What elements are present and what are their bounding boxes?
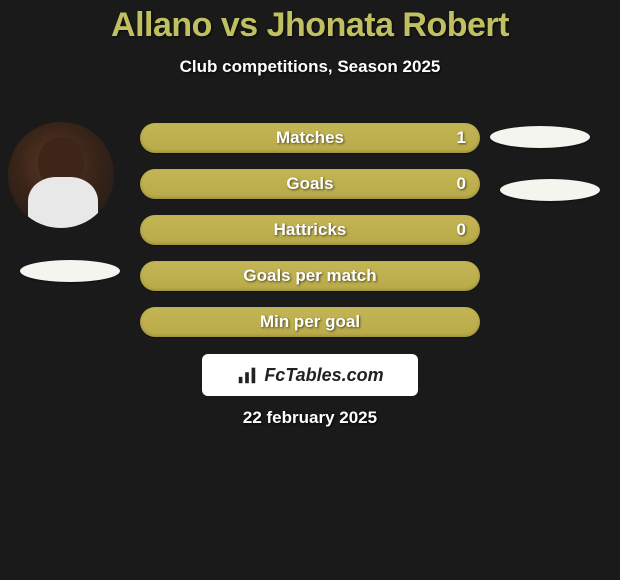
stat-row-goals: Goals 0 [140,169,480,199]
stat-value: 0 [457,220,466,240]
player-right-name-pill-1 [490,126,590,148]
stats-panel: Matches 1 Goals 0 Hattricks 0 Goals per … [140,123,480,353]
bar-chart-icon [236,364,258,386]
stat-value: 1 [457,128,466,148]
stat-label: Hattricks [274,220,347,240]
stat-row-matches: Matches 1 [140,123,480,153]
stat-label: Min per goal [260,312,360,332]
stat-label: Matches [276,128,344,148]
stat-label: Goals per match [243,266,376,286]
player-left-avatar [8,122,114,228]
player-left-name-pill [20,260,120,282]
stat-row-min-per-goal: Min per goal [140,307,480,337]
stat-label: Goals [286,174,333,194]
footer-date: 22 february 2025 [0,408,620,428]
branding-text: FcTables.com [264,365,383,386]
stat-row-hattricks: Hattricks 0 [140,215,480,245]
page-subtitle: Club competitions, Season 2025 [0,57,620,77]
page-title: Allano vs Jhonata Robert [0,0,620,45]
branding-box: FcTables.com [202,354,418,396]
stat-row-goals-per-match: Goals per match [140,261,480,291]
stat-value: 0 [457,174,466,194]
player-right-name-pill-2 [500,179,600,201]
